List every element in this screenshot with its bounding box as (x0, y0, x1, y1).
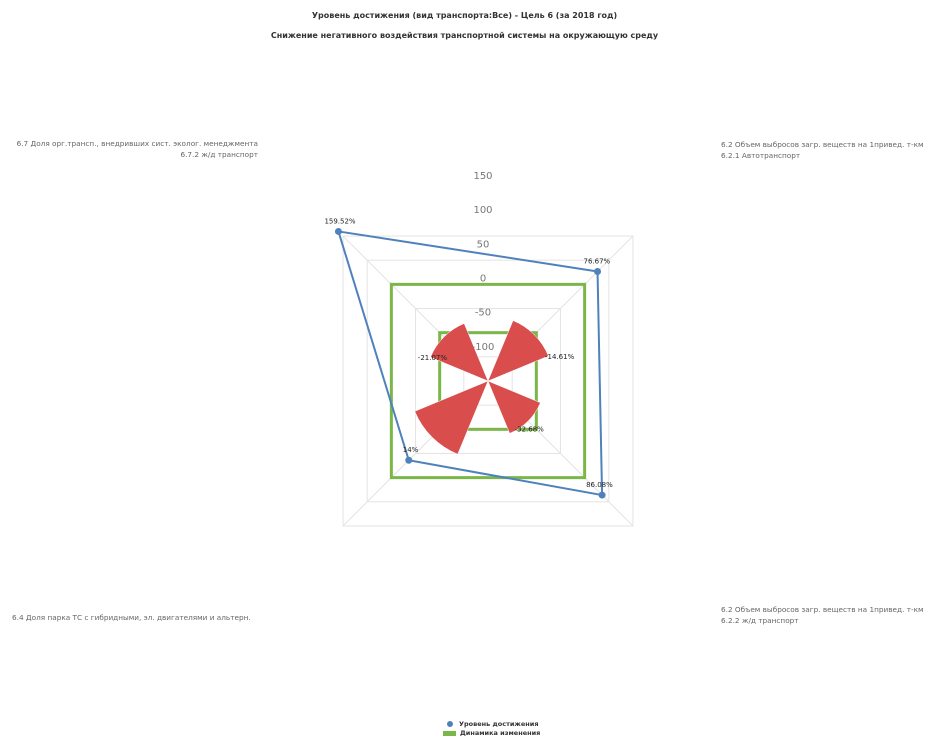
point-data-label: 86.08% (586, 481, 613, 489)
series-point (334, 227, 342, 235)
series-point (598, 491, 606, 499)
column-wedge (414, 380, 489, 455)
series-point (405, 456, 413, 464)
axis-label-line: 6.2.1 Автотранспорт (721, 151, 801, 160)
radial-tick-label: 150 (473, 171, 492, 182)
series-point (594, 267, 602, 275)
radial-tick-label: 0 (480, 274, 486, 285)
column-wedge (487, 320, 549, 382)
legend-item-dynamics[interactable]: Динамика изменения (443, 729, 540, 737)
axis-label-6-4: 6.4 Доля парка ТС с гибридными, эл. двиг… (12, 612, 251, 623)
chart-title: Уровень достижения (вид транспорта:Все) … (311, 11, 618, 20)
radial-tick-label: 50 (477, 239, 490, 250)
axis-label-line: 6.7 Доля орг.трансп., внедривших сист. э… (16, 139, 258, 148)
grid-ring (342, 235, 634, 527)
legend-marker (443, 730, 456, 736)
legend-marker (447, 721, 453, 727)
column-data-label: -21.07% (418, 354, 448, 362)
axis-label-line: 6.2 Объем выбросов загр. веществ на 1при… (721, 140, 924, 149)
column-data-label: -32.68% (515, 426, 545, 434)
grid-ring (366, 259, 610, 503)
radial-tick-label: -50 (475, 308, 491, 319)
column-data-label: -14.61% (545, 353, 575, 361)
axis-label-line: 6.7.2 ж/д транспорт (180, 150, 258, 159)
column-group (414, 320, 549, 455)
legend-item-level[interactable]: Уровень достижения (443, 720, 539, 728)
axis-label-6-2-1: 6.2 Объем выбросов загр. веществ на 1при… (721, 139, 924, 161)
tick-group: 150 100 50 0 -50 -100 (472, 171, 495, 353)
column-wedge (487, 380, 541, 434)
legend-label: Уровень достижения (459, 720, 539, 728)
point-data-label: 76.67% (584, 257, 611, 265)
line-group (334, 227, 606, 499)
axis-label-line: 6.2.2 ж/д транспорт (721, 616, 799, 625)
axis-label-line: 6.4 Доля парка ТС с гибридными, эл. двиг… (12, 613, 251, 622)
point-data-label: 14% (403, 446, 419, 454)
point-data-label: 159.52% (324, 217, 355, 225)
band-ring (438, 331, 538, 431)
data-label-group: 76.67% 86.08% 14% 159.52% -14.61% -32.68% -21.… (324, 217, 613, 489)
axis-label-6-7: 6.7 Доля орг.трансп., внедривших сист. э… (17, 138, 258, 160)
radial-tick-label: -100 (472, 342, 495, 353)
grid-ring (463, 356, 513, 406)
band-ring (389, 282, 587, 480)
radial-tick-label: 100 (473, 205, 492, 216)
band-group (389, 282, 587, 480)
axis-label-line: 6.2 Объем выбросов загр. веществ на 1при… (721, 605, 924, 614)
chart-subtitle: Снижение негативного воздействия транспо… (270, 31, 659, 40)
axis-label-6-2-2: 6.2 Объем выбросов загр. веществ на 1при… (721, 604, 924, 626)
grid-ring (415, 308, 561, 454)
column-wedge (430, 323, 489, 382)
legend-label: Динамика изменения (460, 729, 541, 737)
